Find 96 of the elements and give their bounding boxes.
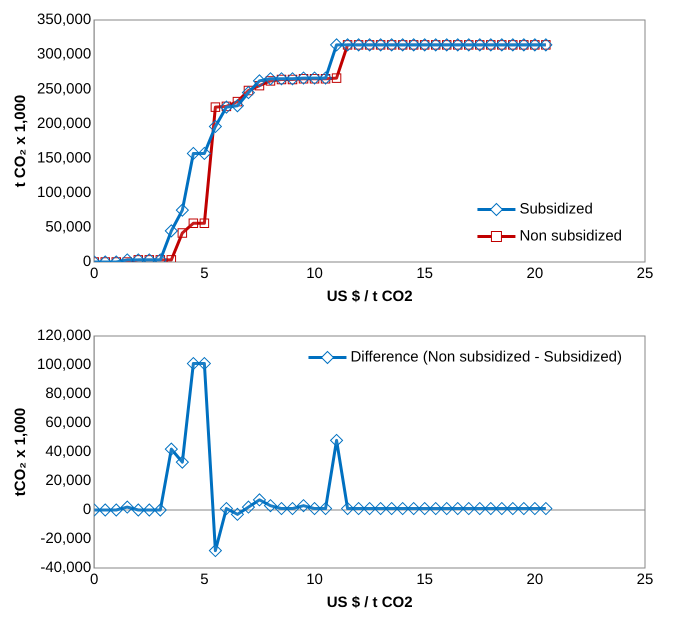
point (142, 504, 156, 516)
y-tick-label: 350,000 (36, 11, 92, 28)
y-tick-label: 50,000 (45, 218, 92, 236)
point (473, 502, 486, 516)
point (176, 204, 189, 217)
point (264, 499, 277, 512)
point (188, 218, 198, 228)
point (164, 442, 178, 456)
point (308, 72, 322, 85)
x-tick-label: 10 (306, 571, 323, 588)
x-tick-label: 15 (416, 571, 434, 588)
point (297, 72, 310, 85)
x-axis-title: US $ / t CO2 (326, 288, 413, 306)
point (120, 500, 134, 514)
y-axis-title: t CO₂ x 1,000 (12, 94, 30, 188)
x-tick-label: 5 (200, 571, 209, 588)
x-tick-label: 15 (416, 265, 434, 282)
point (110, 504, 123, 516)
legend-label: Difference (Non subsidized - Subsidized) (350, 348, 622, 366)
point (186, 357, 200, 370)
point (186, 146, 200, 160)
y-tick-label: 120,000 (36, 327, 92, 344)
point (495, 502, 508, 516)
point (462, 502, 476, 516)
point (220, 100, 233, 114)
point (429, 502, 442, 516)
y-tick-label: 80,000 (45, 385, 92, 402)
point (220, 502, 233, 516)
point (200, 218, 210, 228)
point (363, 502, 376, 516)
point (308, 502, 322, 516)
point (164, 224, 178, 238)
x-tick-label: 5 (200, 265, 209, 282)
legend-label: Subsidized (519, 200, 593, 218)
point (154, 504, 167, 516)
point (210, 102, 220, 112)
point (178, 228, 188, 238)
point (330, 434, 344, 447)
point (341, 502, 354, 516)
y-tick-label: -20,000 (40, 530, 92, 548)
point (528, 502, 542, 516)
point (407, 502, 420, 516)
point (274, 502, 288, 516)
point (252, 493, 266, 506)
point (385, 502, 398, 516)
y-tick-label: 250,000 (36, 80, 92, 98)
point (539, 502, 552, 516)
y-tick-label: 60,000 (45, 414, 92, 432)
point (208, 120, 222, 133)
point (506, 502, 520, 516)
y-tick-label: 150,000 (36, 149, 92, 166)
point (198, 146, 211, 160)
y-tick-label: 100,000 (36, 356, 92, 374)
point (208, 544, 222, 558)
point (451, 502, 464, 516)
y-tick-label: 0 (82, 501, 92, 518)
point (252, 74, 266, 88)
point (264, 72, 277, 86)
point (484, 502, 498, 516)
y-tick-label: -40,000 (40, 559, 92, 576)
point (352, 502, 366, 516)
x-tick-label: 25 (636, 265, 654, 282)
point (132, 504, 145, 516)
y-tick-label: 100,000 (36, 184, 92, 201)
point (374, 502, 388, 516)
x-axis-title: US $ / t CO2 (326, 594, 413, 612)
legend-label: Non subsidized (519, 228, 622, 245)
point (396, 502, 410, 516)
y-axis-title: tCO₂ x 1,000 (12, 408, 30, 496)
point (319, 72, 332, 85)
x-tick-label: 25 (636, 571, 654, 588)
x-tick-label: 10 (306, 265, 323, 282)
point (176, 456, 189, 469)
y-tick-label: 40,000 (45, 443, 92, 460)
point (332, 73, 342, 83)
point (319, 502, 332, 516)
y-tick-label: 0 (82, 253, 92, 270)
point (440, 502, 454, 516)
point (517, 502, 530, 516)
point (242, 86, 255, 100)
point (242, 500, 255, 514)
point (286, 502, 299, 516)
y-tick-label: 300,000 (36, 46, 92, 63)
point (418, 502, 432, 516)
point (98, 504, 112, 516)
y-tick-label: 200,000 (36, 114, 92, 132)
point (230, 508, 244, 521)
point (198, 357, 211, 370)
point (274, 72, 288, 86)
point (297, 499, 310, 512)
point (230, 99, 244, 112)
point (330, 38, 344, 52)
point (286, 72, 299, 86)
x-tick-label: 20 (526, 265, 544, 282)
x-tick-label: 20 (526, 571, 544, 588)
y-tick-label: 20,000 (45, 472, 92, 490)
